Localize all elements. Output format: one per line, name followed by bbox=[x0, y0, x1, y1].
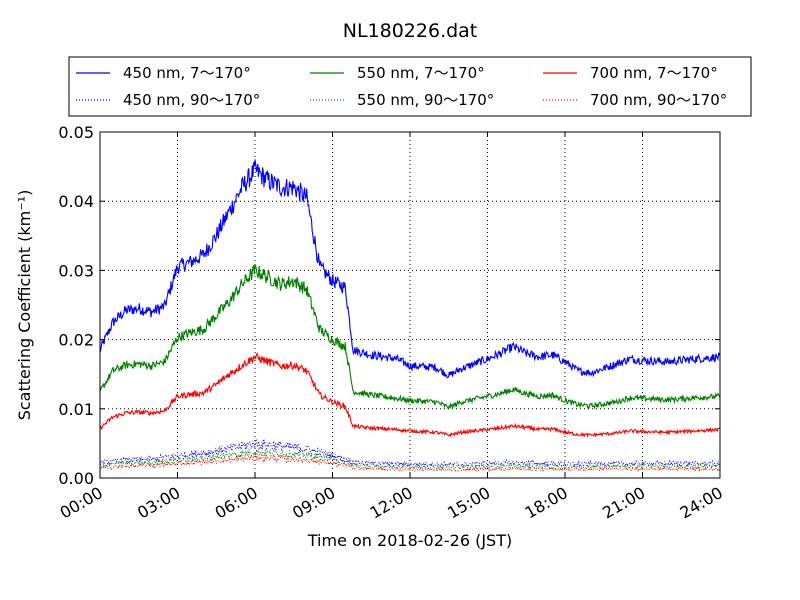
grid bbox=[100, 132, 720, 478]
series-700-nm-90-170 bbox=[100, 453, 721, 473]
x-tick-label: 09:00 bbox=[289, 483, 338, 523]
x-tick-label: 18:00 bbox=[522, 483, 571, 523]
x-tick-label: 00:00 bbox=[57, 483, 106, 523]
x-tick-label: 12:00 bbox=[367, 483, 416, 523]
x-tick-label: 24:00 bbox=[677, 483, 726, 523]
x-tick-label: 06:00 bbox=[212, 483, 261, 523]
series-700-nm-7-170 bbox=[99, 352, 721, 439]
legend-label-450-nm-7-170: 450 nm, 7～170° bbox=[123, 64, 251, 82]
legend-box bbox=[68, 56, 752, 117]
x-tick-label: 15:00 bbox=[444, 483, 493, 523]
y-tick-label: 0.01 bbox=[58, 400, 94, 419]
x-tick-label: 03:00 bbox=[134, 483, 183, 523]
y-tick-label: 0.02 bbox=[58, 331, 94, 350]
legend-label-550-nm-7-170: 550 nm, 7～170° bbox=[357, 64, 485, 82]
x-axis-label: Time on 2018-02-26 (JST) bbox=[307, 531, 512, 550]
series-layer bbox=[99, 159, 721, 473]
y-axis-label: Scattering Coefficient (km⁻¹) bbox=[15, 190, 34, 421]
y-tick-label: 0.04 bbox=[58, 192, 94, 211]
y-tick-label: 0.05 bbox=[58, 123, 94, 142]
y-tick-label: 0.03 bbox=[58, 261, 94, 280]
y-axis: 0.00 0.01 0.02 0.03 0.04 0.05 bbox=[58, 123, 720, 488]
legend-label-700-nm-7-170: 700 nm, 7～170° bbox=[590, 64, 718, 82]
series-550-nm-7-170 bbox=[99, 264, 721, 410]
legend-label-550-nm-90-170: 550 nm, 90～170° bbox=[357, 91, 494, 109]
x-tick-label: 21:00 bbox=[599, 483, 648, 523]
legend-label-450-nm-90-170: 450 nm, 90～170° bbox=[123, 91, 260, 109]
series-550-nm-90-170 bbox=[99, 448, 721, 471]
series-450-nm-7-170 bbox=[99, 159, 721, 379]
legend-label-700-nm-90-170: 700 nm, 90～170° bbox=[590, 91, 727, 109]
legend: 450 nm, 7～170° 550 nm, 7～170° 700 nm, 7～17… bbox=[68, 56, 752, 117]
chart-title: NL180226.dat bbox=[343, 20, 478, 42]
y-tick-label: 0.00 bbox=[58, 469, 94, 488]
series-450-nm-90-170 bbox=[99, 438, 721, 468]
